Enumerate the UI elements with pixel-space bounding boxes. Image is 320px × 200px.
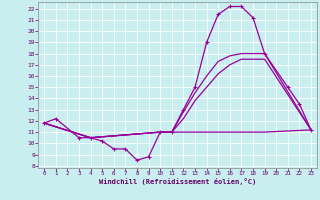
X-axis label: Windchill (Refroidissement éolien,°C): Windchill (Refroidissement éolien,°C) — [99, 178, 256, 185]
